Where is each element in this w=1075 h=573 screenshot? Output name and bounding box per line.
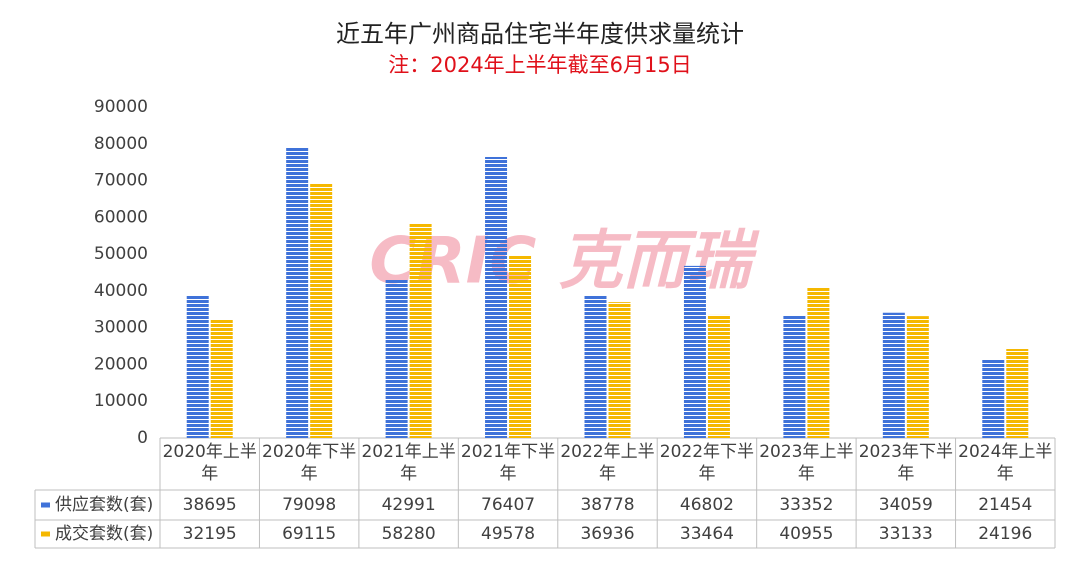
bar xyxy=(584,295,607,438)
y-tick-label: 80000 xyxy=(94,134,148,154)
x-label-box: 2021年下半年 xyxy=(460,442,556,484)
bar xyxy=(783,315,806,438)
legend-marker xyxy=(41,531,50,537)
table-value: 33133 xyxy=(879,524,933,544)
x-label-box: 2020年上半年 xyxy=(162,442,257,484)
chart-subtitle: 注：2024年上半年截至6月15日 xyxy=(388,53,692,77)
y-tick-label: 40000 xyxy=(94,281,148,301)
y-tick-label: 60000 xyxy=(94,207,148,227)
bar xyxy=(982,359,1005,438)
x-tick-label: 2024年上半年 xyxy=(958,442,1053,484)
legend-label: 供应套数(套) xyxy=(55,495,153,515)
x-label-box: 2020年下半年 xyxy=(262,442,357,484)
table-value: 79098 xyxy=(282,495,336,515)
y-tick-label: 30000 xyxy=(94,318,148,338)
bar xyxy=(807,287,830,438)
x-label-box: 2024年上半年 xyxy=(958,442,1053,484)
table-value: 38778 xyxy=(580,495,634,515)
table-value: 40955 xyxy=(779,524,833,544)
x-tick-label: 2022年下半年 xyxy=(659,442,755,484)
table-value: 69115 xyxy=(282,524,336,544)
bar xyxy=(409,223,432,438)
table-value: 38695 xyxy=(183,495,237,515)
bar xyxy=(509,255,532,438)
bar xyxy=(186,295,209,438)
table-value: 33352 xyxy=(779,495,833,515)
legend-label: 成交套数(套) xyxy=(55,524,153,544)
table-value: 24196 xyxy=(978,524,1032,544)
y-tick-label: 90000 xyxy=(94,97,148,117)
table-value: 46802 xyxy=(680,495,734,515)
x-label-box: 2023年下半年 xyxy=(858,442,953,484)
x-label-box: 2022年下半年 xyxy=(659,442,755,484)
table-value: 58280 xyxy=(382,524,436,544)
bar xyxy=(485,156,508,438)
bar xyxy=(1006,349,1029,438)
chart-title: 近五年广州商品住宅半年度供求量统计 xyxy=(336,20,744,48)
y-tick-label: 10000 xyxy=(94,391,148,411)
table-value: 33464 xyxy=(680,524,734,544)
table-value: 76407 xyxy=(481,495,535,515)
bar xyxy=(210,319,233,438)
table-value: 36936 xyxy=(580,524,634,544)
x-tick-label: 2022年上半年 xyxy=(560,442,655,484)
table-value: 34059 xyxy=(879,495,933,515)
bar xyxy=(906,316,929,438)
x-label-box: 2022年上半年 xyxy=(560,442,655,484)
y-tick-label: 50000 xyxy=(94,244,148,264)
x-tick-label: 2021年上半年 xyxy=(361,442,456,484)
y-tick-label: 20000 xyxy=(94,354,148,374)
bar xyxy=(310,183,333,438)
x-tick-label: 2020年下半年 xyxy=(262,442,357,484)
x-tick-label: 2023年上半年 xyxy=(759,442,854,484)
table-value: 42991 xyxy=(382,495,436,515)
table-value: 21454 xyxy=(978,495,1032,515)
table-value: 32195 xyxy=(183,524,237,544)
x-tick-label: 2021年下半年 xyxy=(460,442,556,484)
bar xyxy=(385,279,408,438)
bar xyxy=(707,314,730,438)
x-label-box: 2021年上半年 xyxy=(361,442,456,484)
legend-marker xyxy=(41,502,50,508)
y-tick-label: 70000 xyxy=(94,171,148,191)
bar xyxy=(683,265,706,438)
y-tick-label: 0 xyxy=(137,428,148,448)
bar xyxy=(608,302,631,438)
x-label-box: 2023年上半年 xyxy=(759,442,854,484)
x-tick-label: 2023年下半年 xyxy=(858,442,953,484)
bar xyxy=(882,312,905,438)
table-value: 49578 xyxy=(481,524,535,544)
x-tick-label: 2020年上半年 xyxy=(162,442,257,484)
bar xyxy=(286,147,309,438)
